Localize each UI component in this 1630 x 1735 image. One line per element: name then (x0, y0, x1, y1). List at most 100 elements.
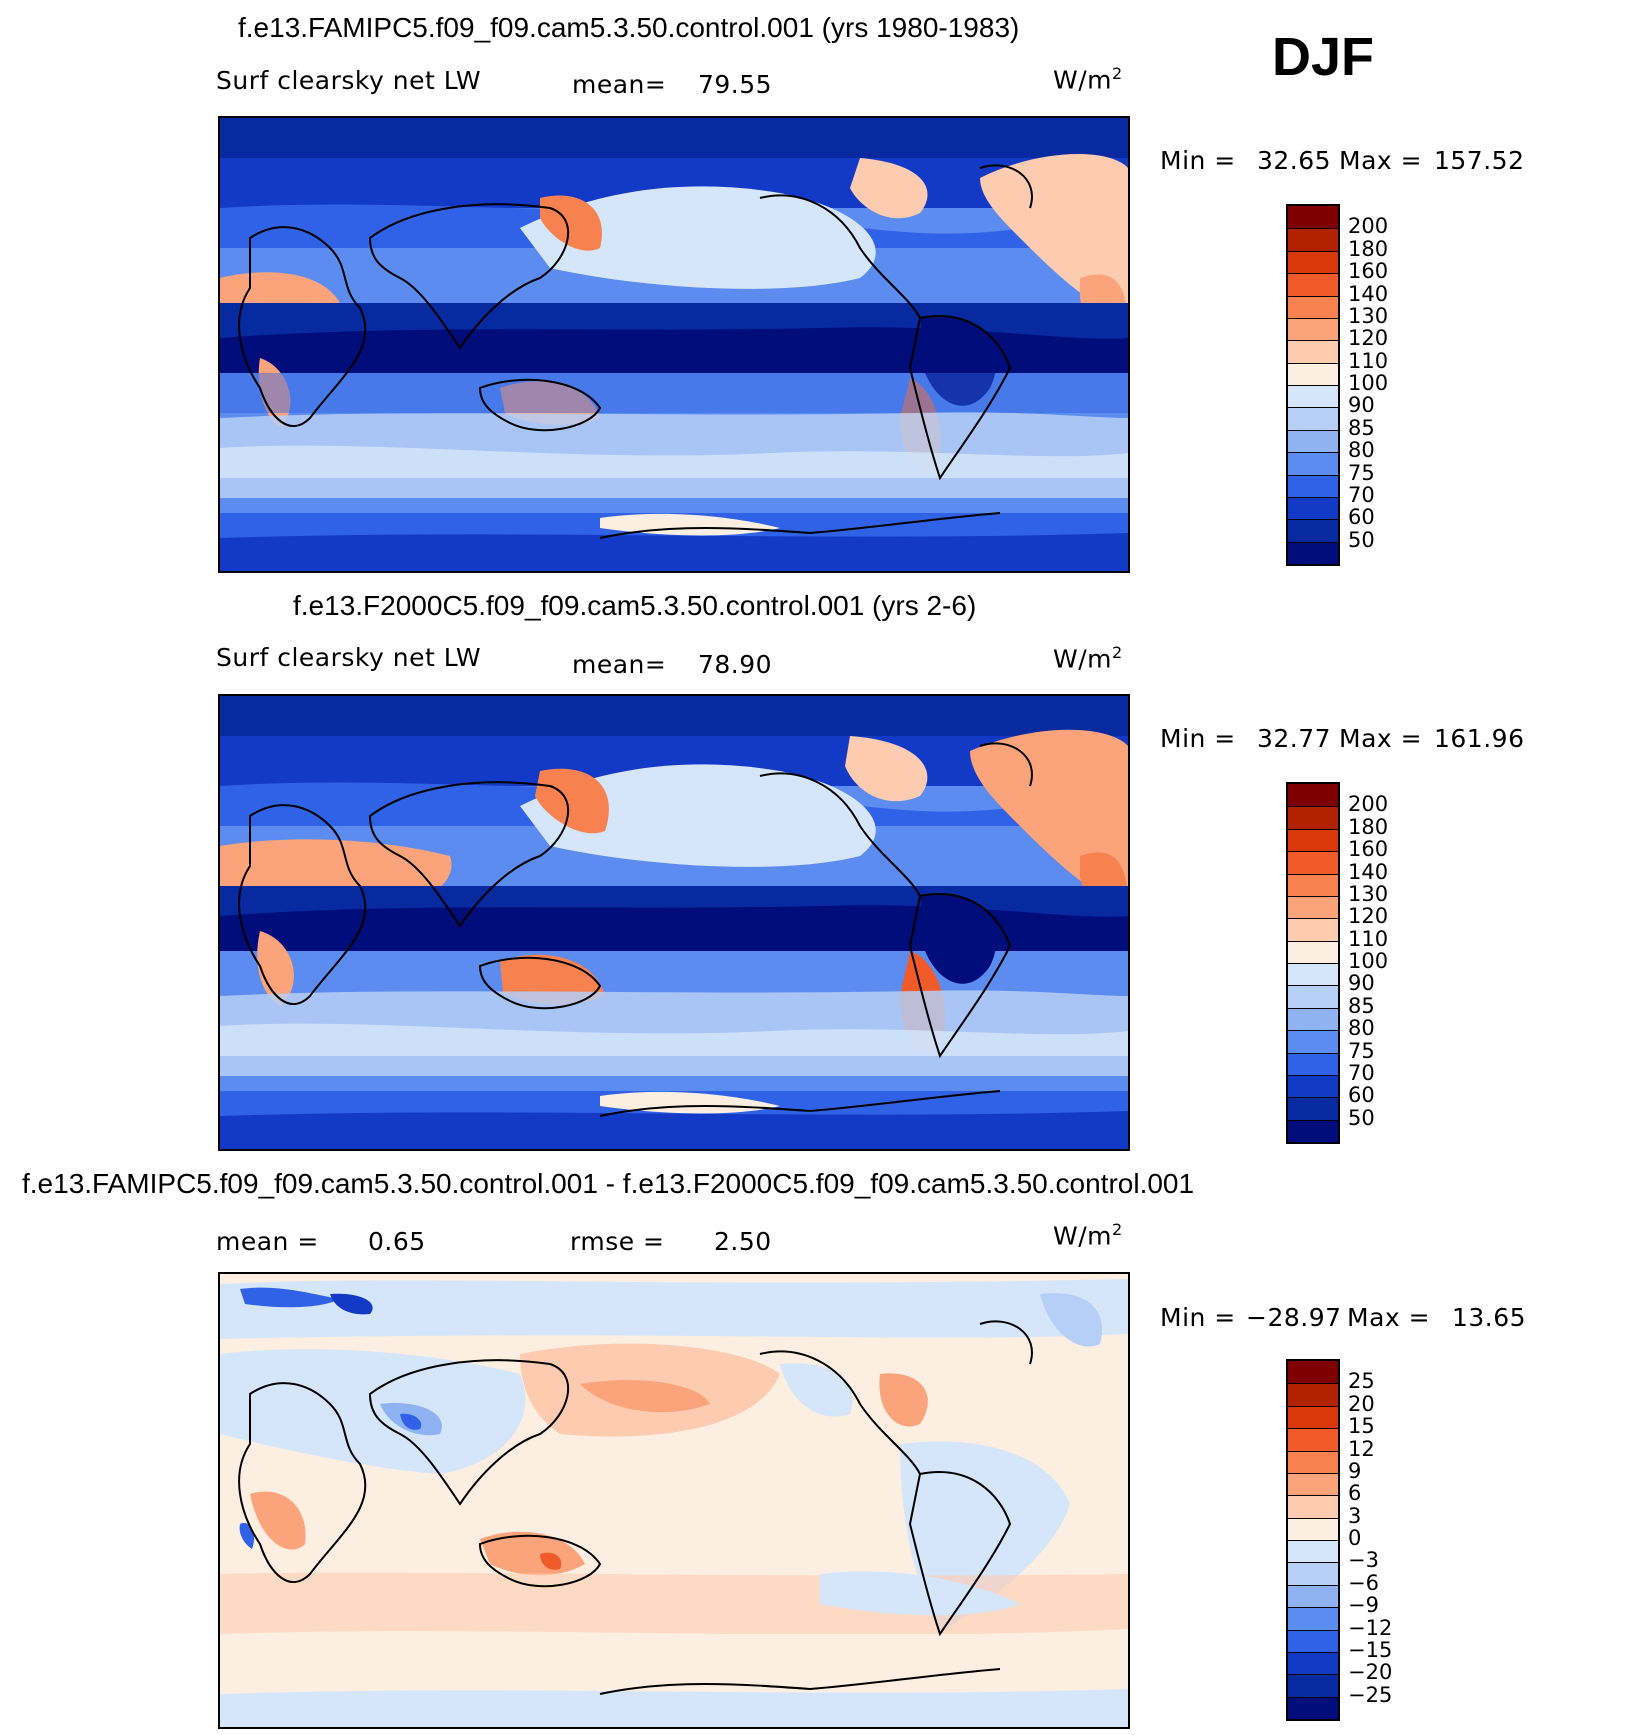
contour-field (220, 696, 1128, 1149)
variable-label: Surf clearsky net LW (216, 643, 482, 672)
panel-title: f.e13.F2000C5.f09_f09.cam5.3.50.control.… (293, 590, 977, 621)
mean-label: mean= (572, 70, 667, 99)
colorbar-tick-label: −3 (1348, 1548, 1379, 1573)
colorbar-segment (1288, 873, 1338, 896)
min-value: 32.65 (1257, 146, 1332, 175)
colorbar-segment (1288, 273, 1338, 296)
colorbar-tick-label: 0 (1348, 1526, 1362, 1550)
colorbar-tick-label: 120 (1348, 326, 1389, 351)
colorbar-segment (1288, 1674, 1338, 1697)
colorbar-segment (1288, 1517, 1338, 1540)
colorbar-segment (1288, 1472, 1338, 1496)
colorbar-segment (1288, 1383, 1338, 1406)
colorbar-segment (1288, 1450, 1338, 1473)
colorbar-tick-label: 140 (1348, 859, 1389, 884)
colorbar-segment (1288, 1052, 1338, 1075)
min-value: −28.97 (1246, 1303, 1342, 1332)
season-label: DJF (1272, 27, 1375, 87)
colorbar (1286, 1359, 1340, 1721)
colorbar-tick-label: 50 (1348, 1105, 1375, 1130)
mean-label: mean= (572, 650, 667, 679)
colorbar-tick-label: 75 (1348, 460, 1375, 485)
colorbar-tick-label: −15 (1348, 1637, 1393, 1662)
colorbar-tick-label: 15 (1348, 1414, 1375, 1439)
colorbar-tick-label: 110 (1348, 926, 1389, 951)
mean-label: mean = (216, 1227, 319, 1256)
colorbar-tick-label: −20 (1348, 1660, 1393, 1685)
colorbar-segment (1288, 1030, 1338, 1053)
colorbar-tick-label: 6 (1348, 1481, 1362, 1506)
colorbar-tick-label: 200 (1348, 792, 1389, 817)
colorbar-segment (1288, 1651, 1338, 1675)
colorbar-segment (1288, 206, 1338, 229)
colorbar-segment (1288, 1097, 1338, 1120)
rmse-label: rmse = (570, 1227, 665, 1256)
colorbar-tick-label: 60 (1348, 505, 1375, 530)
colorbar-segment (1288, 784, 1338, 807)
colorbar-segment (1288, 1007, 1338, 1031)
colorbar-tick-label: 180 (1348, 236, 1389, 261)
colorbar-segment (1288, 385, 1338, 408)
colorbar-tick-label: 50 (1348, 527, 1375, 552)
colorbar-segment (1288, 828, 1338, 852)
colorbar-segment (1288, 1584, 1338, 1608)
colorbar-segment (1288, 362, 1338, 385)
colorbar-tick-label: 90 (1348, 971, 1375, 996)
max-label: Max = (1339, 146, 1423, 175)
min-label: Min = (1160, 1303, 1236, 1332)
max-value: 161.96 (1434, 724, 1525, 753)
colorbar-segment (1288, 985, 1338, 1008)
colorbar-tick-label: 100 (1348, 371, 1389, 395)
min-label: Min = (1160, 724, 1236, 753)
colorbar-segment (1288, 317, 1338, 341)
colorbar-tick-label: 100 (1348, 949, 1389, 973)
colorbar-tick-label: 130 (1348, 303, 1389, 328)
max-value: 13.65 (1452, 1303, 1527, 1332)
colorbar-segment (1288, 228, 1338, 251)
units-label: W/m2 (1053, 64, 1123, 95)
colorbar-tick-label: 200 (1348, 214, 1389, 239)
variable-label: Surf clearsky net LW (216, 66, 482, 95)
colorbar-tick-label: 70 (1348, 1060, 1375, 1085)
map-plot (218, 116, 1130, 573)
colorbar-tick-label: 160 (1348, 259, 1389, 284)
colorbar-segment (1288, 1629, 1338, 1652)
colorbar-tick-label: 80 (1348, 1016, 1375, 1041)
max-value: 157.52 (1434, 146, 1525, 175)
colorbar-segment (1288, 806, 1338, 829)
mean-value: 78.90 (698, 650, 773, 679)
colorbar-tick-label: 60 (1348, 1083, 1375, 1108)
units-label: W/m2 (1053, 643, 1123, 674)
contour-field (220, 118, 1128, 571)
colorbar-tick-label: 3 (1348, 1503, 1362, 1528)
colorbar-segment (1288, 295, 1338, 318)
colorbar-tick-label: 75 (1348, 1038, 1375, 1063)
colorbar (1286, 782, 1340, 1144)
map-plot (218, 694, 1130, 1151)
colorbar-segment (1288, 452, 1338, 475)
colorbar-segment (1288, 1361, 1338, 1384)
mean-value: 0.65 (368, 1227, 426, 1256)
colorbar-segment (1288, 918, 1338, 941)
colorbar-segment (1288, 1428, 1338, 1451)
colorbar-segment (1288, 496, 1338, 520)
colorbar-tick-label: 140 (1348, 281, 1389, 306)
colorbar-tick-label: 85 (1348, 415, 1375, 440)
colorbar-segment (1288, 1405, 1338, 1429)
colorbar-segment (1288, 940, 1338, 963)
colorbar-tick-label: 25 (1348, 1369, 1375, 1394)
max-label: Max = (1347, 1303, 1431, 1332)
colorbar-segment (1288, 1607, 1338, 1630)
colorbar-tick-label: −9 (1348, 1593, 1379, 1618)
colorbar-segment (1288, 1562, 1338, 1585)
panel-title: f.e13.FAMIPC5.f09_f09.cam5.3.50.control.… (22, 1168, 1195, 1199)
colorbar-tick-label: 90 (1348, 393, 1375, 418)
colorbar-tick-label: −25 (1348, 1682, 1393, 1707)
colorbar-segment (1288, 895, 1338, 919)
colorbar-tick-label: 180 (1348, 814, 1389, 839)
colorbar-tick-label: 160 (1348, 837, 1389, 862)
colorbar-tick-label: 80 (1348, 438, 1375, 463)
colorbar-tick-label: 9 (1348, 1458, 1362, 1483)
map-plot (218, 1272, 1130, 1729)
colorbar-segment (1288, 1495, 1338, 1518)
